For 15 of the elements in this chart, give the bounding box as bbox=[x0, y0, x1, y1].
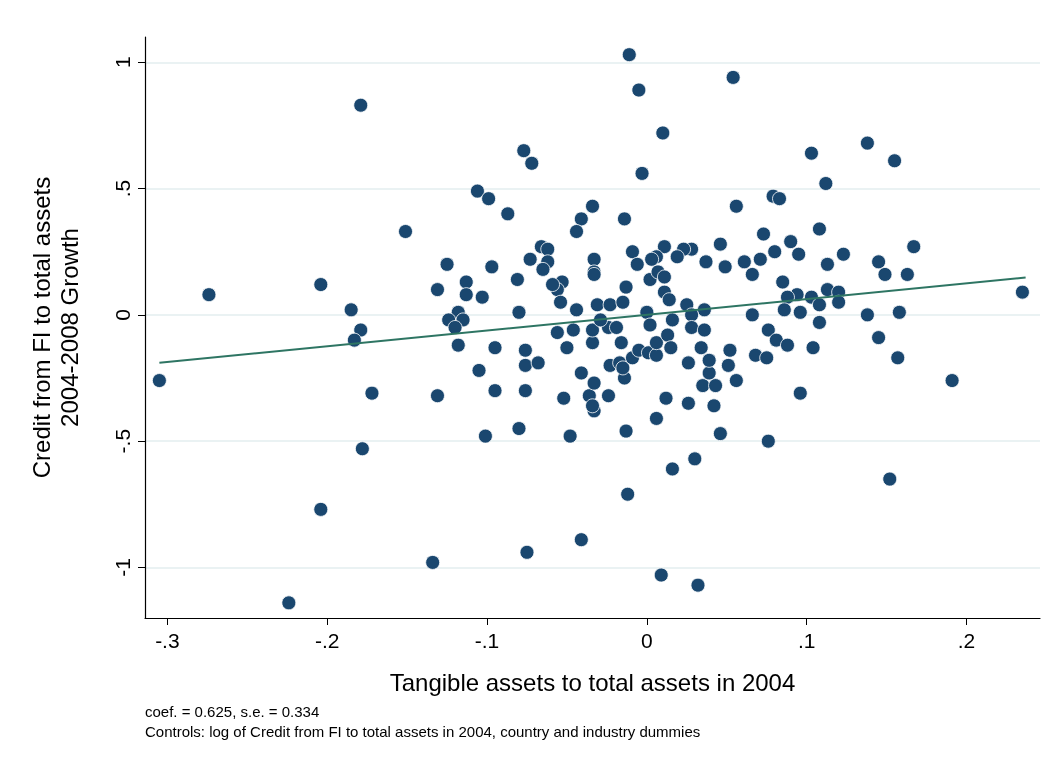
y-tick-label: 1 bbox=[111, 56, 134, 69]
x-tick-label: .1 bbox=[797, 629, 816, 652]
text: Controls: log of Credit from FI to total assets in 2004, country and industry dummies bbox=[145, 723, 701, 740]
x-axis-title: Tangible assets to total assets in 2004 bbox=[389, 668, 796, 696]
x-tick-label: .2 bbox=[957, 629, 976, 652]
x-tick-label: -.2 bbox=[314, 629, 340, 652]
y-tick-label: -1 bbox=[111, 558, 134, 577]
x-tick-label: -.1 bbox=[474, 629, 500, 652]
y-tick-label: .5 bbox=[111, 179, 134, 198]
x-tick-label: 0 bbox=[641, 629, 653, 652]
x-tick-label: -.3 bbox=[155, 629, 180, 652]
y-axis-title: Credit from FI to total assets 2004-2008 Growth bbox=[27, 176, 83, 479]
y-tick-label: -.5 bbox=[111, 428, 134, 454]
text: coef. = 0.625, s.e. = 0.334 bbox=[145, 703, 320, 720]
y-tick-label: 0 bbox=[111, 309, 134, 321]
